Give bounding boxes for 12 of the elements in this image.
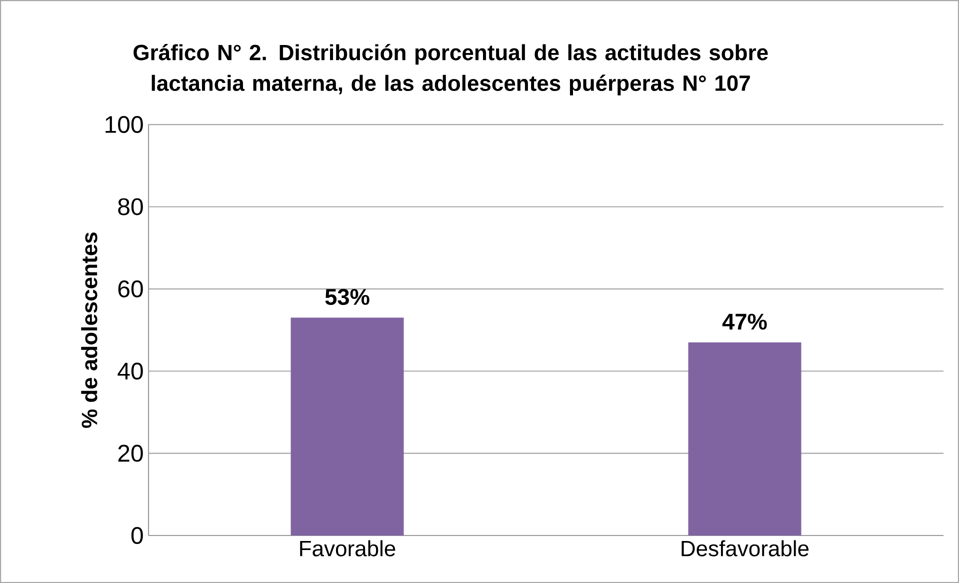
y-axis-title: % de adolescentes <box>81 232 98 428</box>
y-tick-label: 80 <box>118 198 143 216</box>
y-tick-label: 20 <box>118 444 143 462</box>
x-tick-label: Favorable <box>300 540 396 556</box>
y-tick-label: 40 <box>118 362 143 380</box>
y-tick-label: 60 <box>118 280 143 298</box>
y-tick-label: 0 <box>131 526 143 544</box>
x-tick-label: Desfavorable <box>682 540 809 556</box>
chart-title: Gráfico N° 2. Distribución porcentual de las actitudes sobre lactancia materna, de las adolescentes puérperas N° 107 <box>134 44 768 96</box>
y-tick-label: 100 <box>106 116 143 134</box>
data-label: 53% <box>325 288 370 305</box>
data-label: 47% <box>722 314 767 330</box>
